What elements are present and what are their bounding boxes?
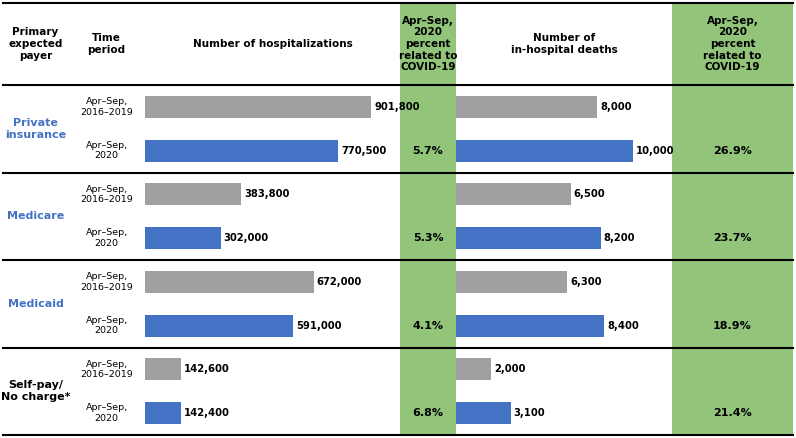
Bar (400, 173, 456, 260)
Text: Medicaid: Medicaid (8, 299, 64, 309)
Text: 8,200: 8,200 (604, 233, 635, 243)
Text: 18.9%: 18.9% (713, 321, 752, 331)
Bar (400, 85, 456, 173)
Bar (145, 314, 294, 336)
Bar (456, 271, 568, 293)
Text: Apr–Sep,
2020: Apr–Sep, 2020 (85, 316, 127, 336)
Bar (456, 402, 511, 424)
Text: Apr–Sep,
2020: Apr–Sep, 2020 (85, 229, 127, 248)
Text: Time
period: Time period (88, 33, 126, 55)
Text: 8,400: 8,400 (607, 321, 639, 331)
Bar (145, 140, 338, 162)
Text: Self-pay/
No charge*: Self-pay/ No charge* (1, 381, 70, 402)
Bar (456, 96, 597, 118)
Bar (145, 96, 372, 118)
Text: Apr–Sep,
2020: Apr–Sep, 2020 (85, 141, 127, 160)
Text: 6,500: 6,500 (574, 189, 606, 199)
Bar (456, 227, 601, 249)
Bar (145, 358, 181, 380)
Text: 5.3%: 5.3% (412, 233, 443, 243)
Text: Apr–Sep,
2020
percent
related to
COVID-19: Apr–Sep, 2020 percent related to COVID-1… (399, 16, 457, 72)
Text: Private
insurance: Private insurance (5, 118, 66, 140)
Text: 302,000: 302,000 (224, 233, 269, 243)
Text: 672,000: 672,000 (317, 277, 362, 287)
Text: 591,000: 591,000 (296, 321, 341, 331)
Bar (400, 260, 456, 347)
Text: 770,500: 770,500 (341, 145, 387, 155)
Bar (456, 184, 571, 205)
Text: Apr–Sep,
2020
percent
related to
COVID-19: Apr–Sep, 2020 percent related to COVID-1… (703, 16, 762, 72)
Text: 142,600: 142,600 (184, 364, 229, 374)
Text: 26.9%: 26.9% (713, 145, 752, 155)
Bar (672, 173, 793, 260)
Text: 901,800: 901,800 (374, 102, 419, 112)
Text: 3,100: 3,100 (513, 408, 545, 418)
Bar (672, 3, 793, 85)
Text: 4.1%: 4.1% (412, 321, 443, 331)
Text: 21.4%: 21.4% (713, 408, 752, 418)
Text: Number of
in-hospital deaths: Number of in-hospital deaths (510, 33, 618, 55)
Text: 6,300: 6,300 (570, 277, 602, 287)
Text: 2,000: 2,000 (494, 364, 525, 374)
Bar (400, 347, 456, 435)
Text: Medicare: Medicare (7, 211, 64, 221)
Text: Apr–Sep,
2016–2019: Apr–Sep, 2016–2019 (80, 272, 133, 292)
Bar (145, 402, 181, 424)
Bar (456, 314, 604, 336)
Text: Number of hospitalizations: Number of hospitalizations (193, 39, 353, 49)
Text: 10,000: 10,000 (636, 145, 674, 155)
Text: Apr–Sep,
2016–2019: Apr–Sep, 2016–2019 (80, 97, 133, 117)
Text: 8,000: 8,000 (600, 102, 632, 112)
Bar (456, 358, 491, 380)
Bar (145, 271, 314, 293)
Text: 142,400: 142,400 (184, 408, 229, 418)
Bar (400, 3, 456, 85)
Text: Apr–Sep,
2016–2019: Apr–Sep, 2016–2019 (80, 360, 133, 379)
Text: Primary
expected
payer: Primary expected payer (8, 28, 63, 60)
Text: Apr–Sep,
2016–2019: Apr–Sep, 2016–2019 (80, 185, 133, 204)
Bar (672, 347, 793, 435)
Bar (672, 260, 793, 347)
Text: 383,800: 383,800 (244, 189, 290, 199)
Bar (672, 85, 793, 173)
Text: 5.7%: 5.7% (412, 145, 443, 155)
Bar (145, 227, 220, 249)
Bar (145, 184, 241, 205)
Bar (456, 140, 633, 162)
Text: Apr–Sep,
2020: Apr–Sep, 2020 (85, 403, 127, 423)
Text: 23.7%: 23.7% (713, 233, 751, 243)
Text: 6.8%: 6.8% (412, 408, 443, 418)
